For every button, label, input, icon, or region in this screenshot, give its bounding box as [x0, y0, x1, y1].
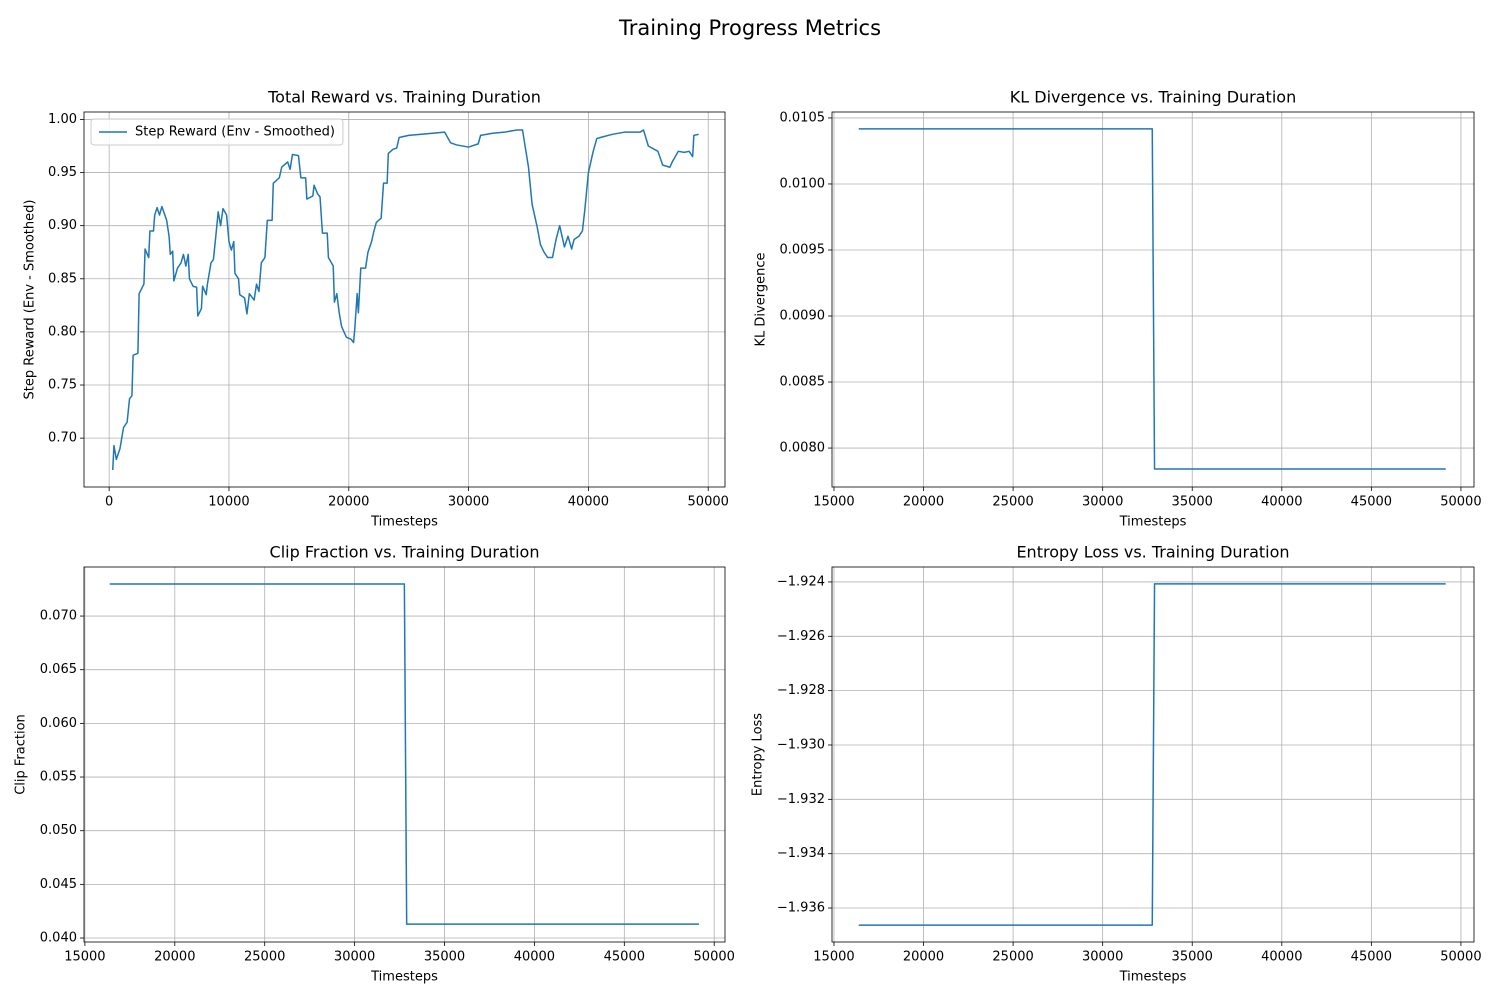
x-tick-label: 40000 — [514, 950, 555, 965]
y-tick-label: 0.050 — [40, 823, 77, 838]
x-tick-label: 30000 — [334, 950, 375, 965]
y-tick-label: −1.932 — [777, 792, 825, 807]
subplot-title: Clip Fraction vs. Training Duration — [270, 543, 540, 562]
y-tick-label: −1.924 — [777, 574, 825, 589]
axes-frame — [831, 566, 1475, 943]
axes-frame — [831, 111, 1475, 488]
y-tick-label: 0.060 — [40, 716, 77, 731]
subplot: KL Divergence vs. Training Duration 15000… — [754, 88, 1482, 530]
subplot: Total Reward vs. Training Duration 0 10000… — [23, 88, 729, 530]
y-axis-label: Clip Fraction — [14, 714, 29, 795]
y-axis-label: Step Reward (Env - Smoothed) — [23, 200, 38, 400]
x-tick-label: 35000 — [424, 950, 465, 965]
y-tick-label: −1.926 — [777, 629, 825, 644]
x-tick-label: 25000 — [992, 495, 1033, 510]
subplot-title: KL Divergence vs. Training Duration — [1010, 88, 1296, 107]
x-tick-label: 20000 — [903, 495, 944, 510]
x-tick-label: 40000 — [568, 495, 609, 510]
y-tick-label: 0.90 — [48, 218, 77, 233]
y-tick-label: 0.75 — [48, 378, 77, 393]
figure-title: Training Progress Metrics — [618, 16, 881, 40]
x-tick-label: 25000 — [244, 950, 285, 965]
subplot: Entropy Loss vs. Training Duration 15000 2… — [751, 543, 1482, 985]
y-axis-label: Entropy Loss — [751, 713, 766, 796]
y-tick-label: −1.928 — [777, 683, 825, 698]
axes-frame — [83, 111, 726, 488]
x-tick-label: 40000 — [1261, 495, 1302, 510]
x-tick-label: 20000 — [903, 950, 944, 965]
x-tick-label: 45000 — [1351, 950, 1392, 965]
y-axis-label: KL Divergence — [754, 253, 769, 347]
x-tick-label: 50000 — [1440, 495, 1481, 510]
x-axis-label: Timesteps — [370, 515, 438, 530]
data-line — [858, 583, 1446, 926]
x-tick-label: 40000 — [1261, 950, 1302, 965]
y-tick-label: 0.0095 — [780, 242, 826, 257]
legend: Step Reward (Env - Smoothed) — [90, 118, 344, 146]
y-tick-label: −1.934 — [777, 846, 825, 861]
x-tick-label: 35000 — [1172, 495, 1213, 510]
x-tick-label: 35000 — [1172, 950, 1213, 965]
x-tick-label: 25000 — [992, 950, 1033, 965]
x-axis-label: Timesteps — [1119, 515, 1187, 530]
data-line — [112, 129, 699, 471]
x-tick-label: 15000 — [813, 950, 854, 965]
y-tick-label: 0.0105 — [780, 110, 826, 125]
y-tick-label: 0.045 — [40, 877, 77, 892]
y-tick-label: 0.070 — [40, 609, 77, 624]
x-tick-label: 10000 — [208, 495, 249, 510]
legend-label: Step Reward (Env - Smoothed) — [135, 125, 335, 140]
x-tick-label: 20000 — [154, 950, 195, 965]
y-tick-label: −1.930 — [777, 737, 825, 752]
y-tick-label: 0.0090 — [780, 309, 826, 324]
y-tick-label: −1.936 — [777, 901, 825, 916]
subplot-title: Entropy Loss vs. Training Duration — [1016, 543, 1289, 562]
y-tick-label: 0.85 — [48, 271, 77, 286]
x-tick-label: 15000 — [64, 950, 105, 965]
y-tick-label: 0.80 — [48, 324, 77, 339]
x-tick-label: 15000 — [813, 495, 854, 510]
x-axis-label: Timesteps — [1119, 970, 1187, 985]
x-tick-label: 20000 — [328, 495, 369, 510]
y-tick-label: 0.065 — [40, 662, 77, 677]
y-tick-label: 0.055 — [40, 770, 77, 785]
x-tick-label: 45000 — [604, 950, 645, 965]
x-tick-label: 45000 — [1351, 495, 1392, 510]
x-tick-label: 0 — [105, 495, 113, 510]
subplot: Clip Fraction vs. Training Duration 15000… — [14, 543, 735, 985]
subplot-title: Total Reward vs. Training Duration — [267, 88, 541, 107]
y-tick-label: 0.040 — [40, 931, 77, 946]
x-tick-label: 30000 — [1082, 495, 1123, 510]
x-tick-label: 50000 — [694, 950, 735, 965]
axes-frame — [83, 566, 726, 943]
y-tick-label: 0.95 — [48, 165, 77, 180]
y-tick-label: 0.0080 — [780, 441, 826, 456]
x-tick-label: 30000 — [448, 495, 489, 510]
y-tick-label: 0.0085 — [780, 375, 826, 390]
x-tick-label: 50000 — [688, 495, 729, 510]
y-tick-label: 1.00 — [48, 112, 77, 127]
data-line — [109, 583, 699, 925]
y-tick-label: 0.70 — [48, 431, 77, 446]
x-axis-label: Timesteps — [370, 970, 438, 985]
legend-box — [90, 118, 344, 146]
x-tick-label: 50000 — [1440, 950, 1481, 965]
x-tick-label: 30000 — [1082, 950, 1123, 965]
y-tick-label: 0.0100 — [780, 176, 826, 191]
data-line — [858, 128, 1446, 470]
